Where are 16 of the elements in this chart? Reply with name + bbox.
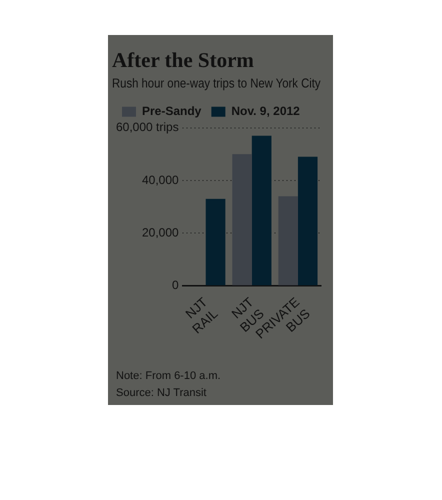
x-tick-label: NJT RAIL <box>182 294 221 336</box>
bar <box>298 156 318 286</box>
y-tick-label: 20,000 <box>142 225 180 240</box>
legend-label: Pre-Sandy <box>142 104 202 118</box>
bar <box>252 136 272 286</box>
bar <box>232 154 252 286</box>
y-tick-label: 40,000 <box>142 172 180 187</box>
chart-subtitle: Rush hour one-way trips to New York City <box>112 76 322 91</box>
bar <box>206 198 226 286</box>
source-note: Source: NJ Transit <box>116 387 206 399</box>
text: Note: From 6-10 a.m. <box>116 370 221 382</box>
y-tick-label: 0 <box>172 278 180 292</box>
legend-label: Nov. 9, 2012 <box>231 104 300 118</box>
chart-title: After the Storm <box>112 48 254 72</box>
y-tick-label: 60,000 trips <box>116 120 179 134</box>
bar <box>278 196 298 286</box>
